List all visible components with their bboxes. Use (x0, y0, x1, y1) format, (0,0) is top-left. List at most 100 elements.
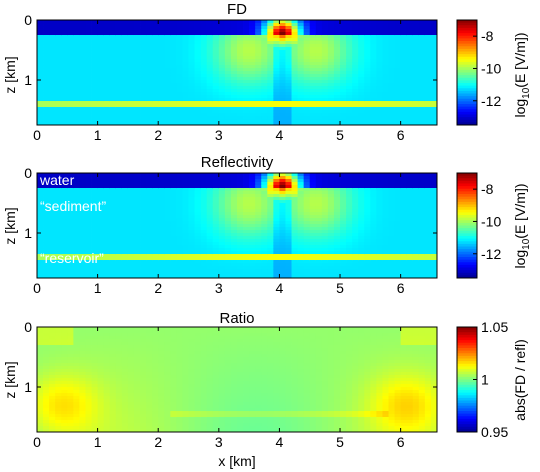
heatmap-cell (170, 218, 177, 222)
heatmap-cell (103, 101, 111, 105)
heatmap-cell (327, 50, 335, 54)
heatmap-cell (182, 191, 189, 195)
heatmap-cell (224, 191, 232, 195)
heatmap-cell (91, 203, 99, 207)
heatmap-cell (182, 212, 189, 216)
heatmap-cell (146, 107, 153, 111)
heatmap-cell (218, 107, 226, 111)
colorbar-swatch (457, 80, 477, 84)
heatmap-cell (61, 86, 68, 90)
heatmap-cell (424, 98, 432, 102)
heatmap-cell (49, 218, 56, 222)
heatmap-cell (37, 38, 44, 42)
heatmap-cell (376, 122, 383, 126)
heatmap-cell (146, 77, 153, 81)
heatmap-cell (61, 263, 68, 267)
heatmap-cell (176, 32, 183, 36)
heatmap-cell (115, 269, 123, 273)
heatmap-cell (297, 53, 305, 57)
heatmap-cell (346, 80, 353, 84)
heatmap-cell (321, 191, 329, 195)
heatmap-cell (152, 242, 159, 246)
heatmap-cell (267, 251, 274, 255)
heatmap-cell (73, 29, 80, 33)
heatmap-cell (358, 26, 365, 30)
heatmap-cell (164, 269, 171, 273)
heatmap-cell (85, 188, 92, 192)
heatmap-cell (279, 236, 286, 240)
heatmap-cell (406, 74, 414, 78)
heatmap-cell (61, 47, 68, 51)
heatmap-cell (49, 266, 56, 270)
heatmap-cell (424, 77, 432, 81)
heatmap-cell (176, 44, 183, 48)
heatmap-cell (200, 50, 208, 54)
heatmap-cell (382, 74, 389, 78)
heatmap-cell (121, 56, 129, 60)
heatmap-cell (230, 113, 238, 117)
heatmap-cell (261, 221, 268, 225)
heatmap-cell (237, 257, 244, 261)
heatmap-cell (303, 29, 311, 33)
heatmap-cell (279, 230, 286, 234)
heatmap-cell (249, 206, 256, 210)
heatmap-cell (327, 266, 335, 270)
heatmap-cell (140, 65, 147, 69)
heatmap-cell (279, 23, 286, 27)
heatmap-cell (212, 242, 220, 246)
heatmap-cell (364, 209, 371, 213)
heatmap-cell (146, 173, 153, 177)
heatmap-cell (249, 95, 256, 99)
heatmap-cell (291, 221, 299, 225)
heatmap-cell (37, 77, 44, 81)
heatmap-cell (133, 74, 141, 78)
heatmap-cell (352, 236, 359, 240)
heatmap-cell (194, 35, 202, 39)
heatmap-cell (297, 209, 305, 213)
heatmap-cell (346, 29, 353, 33)
heatmap-cell (261, 206, 268, 210)
colorbar-swatch (457, 88, 477, 92)
heatmap-cell (194, 101, 202, 105)
heatmap-cell (340, 95, 347, 99)
heatmap-cell (158, 257, 165, 261)
heatmap-cell (309, 98, 317, 102)
heatmap-cell (279, 65, 286, 69)
heatmap-cell (152, 209, 159, 213)
heatmap-cell (370, 92, 377, 96)
heatmap-cell (97, 197, 105, 201)
heatmap-cell (206, 23, 214, 27)
heatmap-cell (406, 35, 414, 39)
heatmap-cell (418, 89, 426, 93)
heatmap-cell (224, 233, 232, 237)
heatmap-cell (255, 59, 262, 63)
heatmap-cell (218, 89, 226, 93)
heatmap-cell (303, 233, 311, 237)
heatmap-cell (430, 59, 438, 63)
heatmap-cell (315, 233, 323, 237)
heatmap-cell (182, 194, 189, 198)
heatmap-cell (103, 260, 111, 264)
heatmap-cell (418, 206, 426, 210)
heatmap-cell (261, 50, 268, 54)
heatmap-cell (346, 119, 353, 123)
heatmap-cell (291, 206, 299, 210)
heatmap-cell (370, 272, 377, 276)
heatmap-cell (109, 122, 117, 126)
heatmap-cell (255, 206, 262, 210)
heatmap-cell (315, 53, 323, 57)
heatmap-cell (43, 257, 50, 261)
heatmap-cell (115, 248, 123, 252)
heatmap-cell (79, 53, 86, 57)
heatmap-cell (333, 257, 341, 261)
heatmap-cell (297, 98, 305, 102)
heatmap-cell (188, 176, 195, 180)
heatmap-cell (321, 80, 329, 84)
heatmap-cell (412, 35, 420, 39)
heatmap-cell (158, 77, 165, 81)
heatmap-cell (321, 95, 329, 99)
heatmap-cell (127, 173, 135, 177)
heatmap-cell (182, 182, 189, 186)
heatmap-cell (133, 71, 141, 75)
heatmap-cell (140, 179, 147, 183)
